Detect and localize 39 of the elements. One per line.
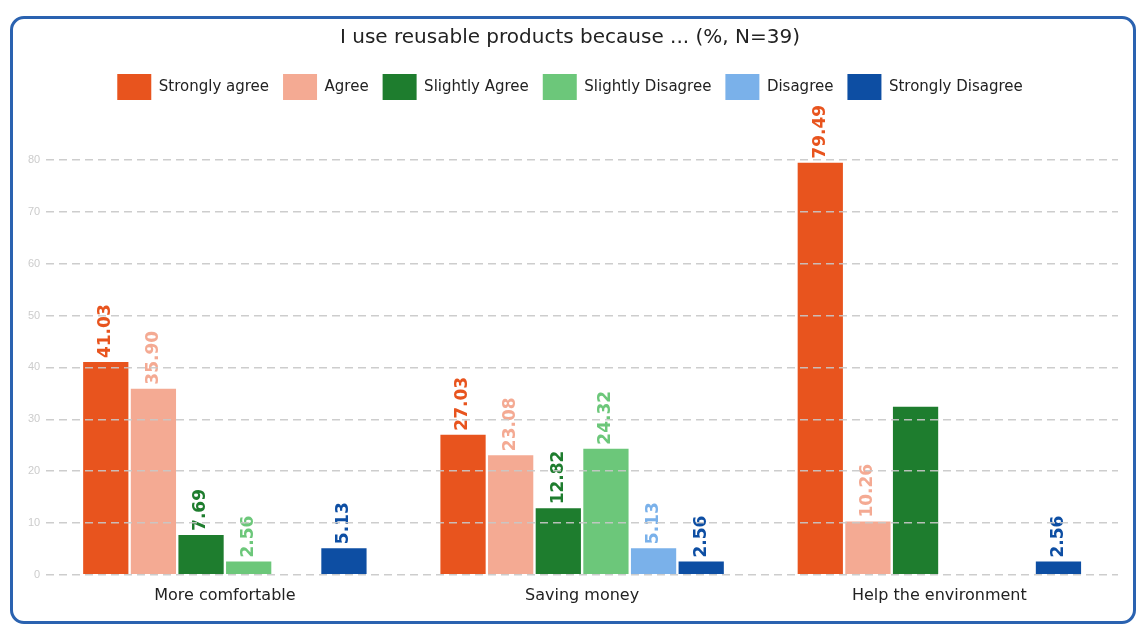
bar (488, 455, 534, 575)
data-label: 2.56 (1046, 515, 1067, 558)
legend-label: Slightly Disagree (584, 76, 712, 95)
bar (630, 548, 677, 575)
bar (130, 388, 177, 575)
bar (1035, 561, 1082, 575)
data-label: 12.82 (546, 450, 567, 505)
x-tick-label: More comfortable (154, 584, 296, 604)
bar (583, 448, 629, 575)
legend-label: Slightly Agree (424, 76, 529, 95)
bar (797, 162, 843, 575)
data-label: 41.03 (94, 304, 115, 359)
legend-label: Strongly Disagree (888, 76, 1023, 95)
chart-title: I use reusable products because ... (%, N=39) (340, 24, 800, 49)
bar (892, 406, 939, 575)
bar (535, 508, 581, 575)
legend-label: Disagree (766, 76, 834, 95)
bar (83, 362, 129, 575)
data-label: 24.32 (594, 390, 615, 445)
data-label: 5.13 (641, 502, 662, 545)
bar (678, 561, 724, 575)
bar (440, 434, 486, 575)
data-label: 2.56 (689, 515, 710, 558)
data-label: 10.26 (856, 463, 877, 518)
x-tick-label: Saving money (525, 584, 640, 604)
data-label: 35.90 (141, 330, 162, 385)
legend-label: Agree (324, 76, 369, 95)
bar (178, 534, 224, 575)
data-label: 2.56 (237, 515, 258, 558)
bar (845, 521, 891, 575)
data-label: 79.49 (808, 104, 829, 159)
data-label: 23.08 (499, 397, 520, 452)
bar (226, 561, 272, 575)
data-label: 5.13 (332, 502, 353, 545)
x-tick-label: Help the environment (851, 584, 1027, 604)
data-label: 7.69 (189, 488, 210, 531)
data-label: 27.03 (451, 376, 472, 431)
legend-label: Strongly agree (158, 76, 270, 95)
bar (321, 548, 367, 575)
